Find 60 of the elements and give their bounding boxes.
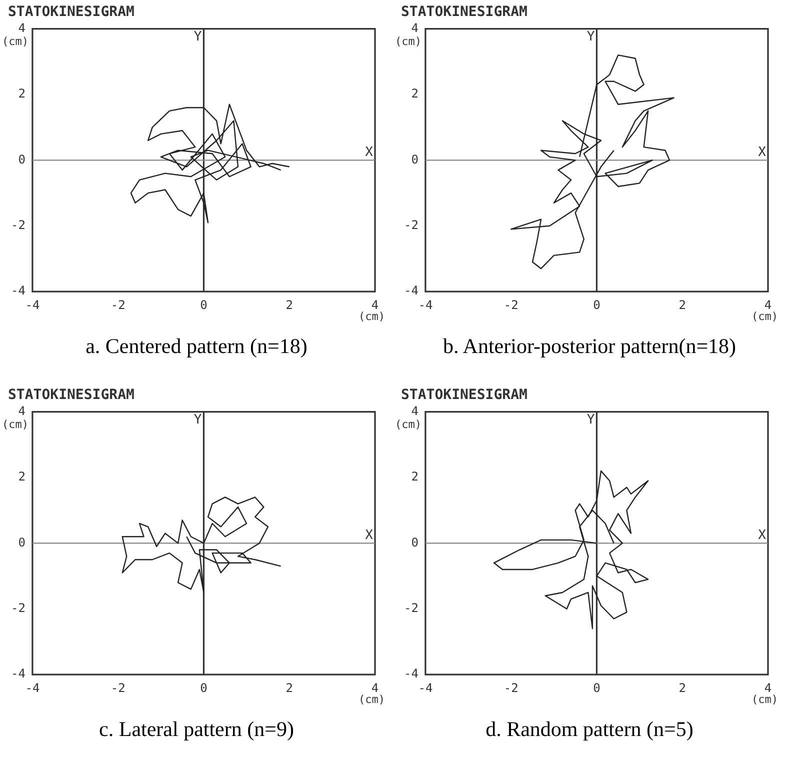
ref-line-label: X xyxy=(758,145,766,160)
y-tick-label: 0 xyxy=(18,152,26,166)
x-tick-label: 0 xyxy=(200,680,208,695)
y-tick-label: -2 xyxy=(10,601,26,616)
x-tick-label: -2 xyxy=(110,680,126,695)
y-tick-label: 2 xyxy=(411,470,418,484)
y-tick-label: 4 xyxy=(411,20,418,35)
x-tick-label: 4 xyxy=(764,298,772,312)
x-axis-title: (cm) xyxy=(358,310,385,323)
x-tick-label: 2 xyxy=(286,298,293,312)
x-tick-label: -2 xyxy=(504,680,518,695)
x-tick-label: 4 xyxy=(764,680,772,695)
text: d. Random pattern (n=5) xyxy=(484,717,694,742)
chart-title: STATOKINESIGRAM xyxy=(401,387,528,404)
y-axis-title: (cm) xyxy=(2,418,28,432)
x-tick-label: 0 xyxy=(593,298,600,312)
y-tick-label: 0 xyxy=(411,535,418,550)
y-tick-label: 0 xyxy=(18,535,26,550)
ref-line-label: X xyxy=(365,528,374,544)
y-tick-label: 2 xyxy=(18,86,26,101)
y-tick-label: -2 xyxy=(404,218,418,232)
x-axis-title: (cm) xyxy=(752,310,778,323)
chart-title: STATOKINESIGRAM xyxy=(8,387,134,404)
y-tick-label: 4 xyxy=(18,404,26,418)
ref-line-label: X xyxy=(758,528,766,544)
ref-line-label: Y xyxy=(586,30,595,45)
y-tick-label: 0 xyxy=(411,152,418,166)
ref-line-label: Y xyxy=(586,412,595,428)
ref-line-label: X xyxy=(365,145,374,160)
y-axis-title: (cm) xyxy=(394,35,422,48)
x-tick-label: 4 xyxy=(371,298,379,312)
y-tick-label: 4 xyxy=(411,404,418,418)
chart-title: STATOKINESIGRAM xyxy=(401,4,528,20)
y-tick-label: -2 xyxy=(404,601,418,616)
y-tick-label: -4 xyxy=(404,284,418,298)
text: c. Lateral pattern (n=9) xyxy=(98,717,295,742)
y-tick-label: -4 xyxy=(10,284,26,298)
y-tick-label: 2 xyxy=(18,470,26,484)
y-tick-label: 4 xyxy=(18,20,26,35)
x-tick-label: 2 xyxy=(678,298,686,312)
ref-line-label: Y xyxy=(194,30,202,45)
y-axis-title: (cm) xyxy=(394,418,422,432)
x-tick-label: 4 xyxy=(371,680,379,695)
x-axis-title: (cm) xyxy=(752,692,778,706)
y-tick-label: -2 xyxy=(10,218,26,232)
ref-line-label: Y xyxy=(194,412,202,428)
y-tick-label: -4 xyxy=(10,666,26,681)
y-tick-label: 2 xyxy=(411,86,418,101)
y-axis-title: (cm) xyxy=(2,35,28,48)
x-tick-label: -2 xyxy=(110,298,126,312)
x-axis-title: (cm) xyxy=(358,692,385,706)
y-tick-label: -4 xyxy=(404,666,418,681)
x-tick-label: 0 xyxy=(200,298,208,312)
x-tick-label: -2 xyxy=(504,298,518,312)
text: b. Anterior-posterior pattern(n=18) xyxy=(442,334,738,359)
x-tick-label: 0 xyxy=(593,680,600,695)
x-tick-label: 2 xyxy=(286,680,293,695)
chart-title: STATOKINESIGRAM xyxy=(8,4,134,20)
x-tick-label: 2 xyxy=(678,680,686,695)
text: a. Centered pattern (n=18) xyxy=(84,334,308,359)
